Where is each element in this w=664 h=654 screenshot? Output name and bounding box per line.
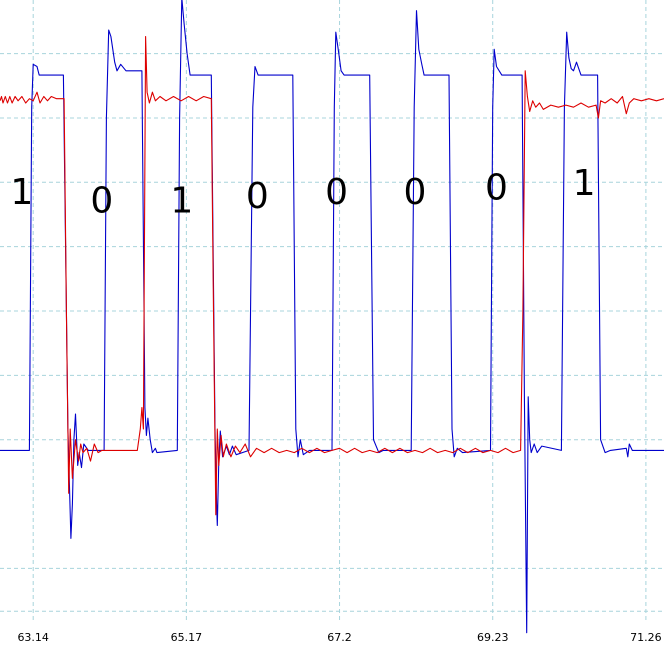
bit-label: 0 [246, 176, 269, 217]
x-tick-label: 67.2 [327, 631, 352, 644]
x-tick-label: 63.14 [17, 631, 49, 644]
x-axis-ticks: 63.14 65.17 67.2 69.23 71.26 [17, 631, 661, 644]
bit-labels: 1 0 1 0 0 0 0 1 [10, 163, 595, 221]
bit-label: 1 [10, 172, 33, 213]
x-tick-label: 69.23 [477, 631, 509, 644]
bit-label: 0 [325, 172, 348, 213]
x-tick-label: 71.26 [630, 631, 662, 644]
bit-label: 0 [485, 167, 508, 208]
bit-label: 1 [170, 180, 193, 221]
bit-label: 1 [573, 163, 596, 204]
bit-label: 0 [404, 172, 427, 213]
series-line-blue [0, 0, 664, 634]
x-tick-label: 65.17 [171, 631, 203, 644]
bit-label: 0 [90, 180, 113, 221]
series-line-red [0, 35, 664, 516]
series-layer [0, 0, 664, 634]
